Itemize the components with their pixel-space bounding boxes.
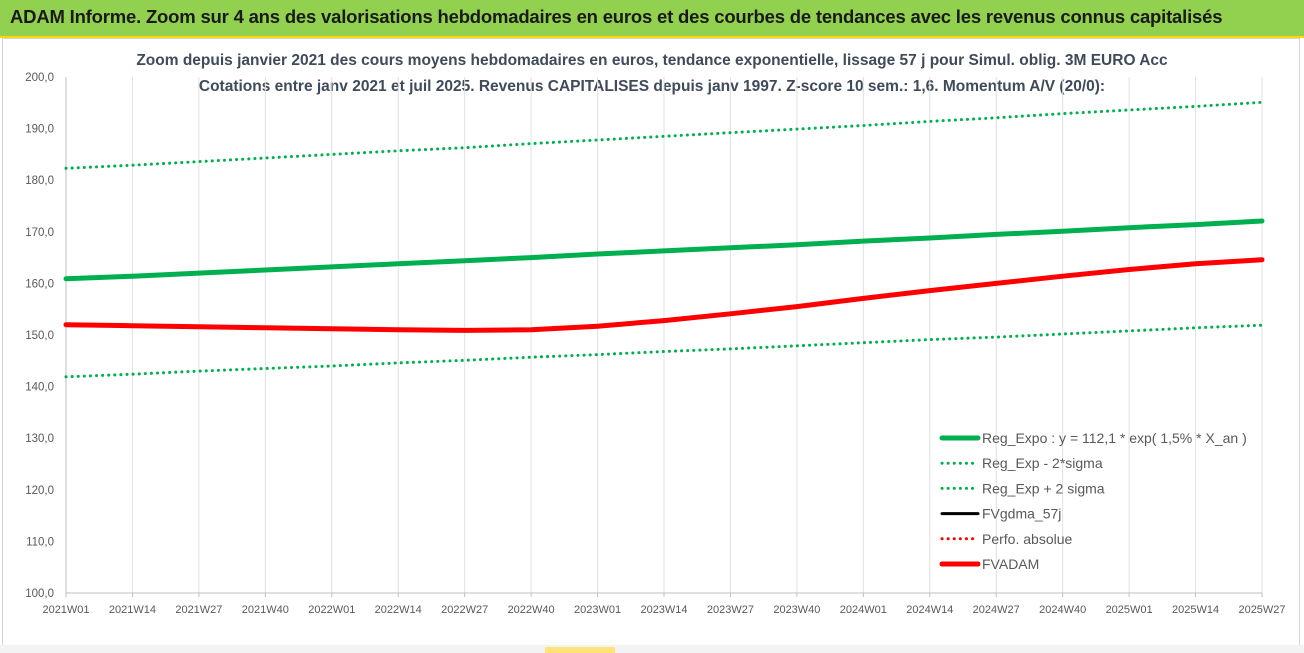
legend-label: FVADAM: [982, 556, 1039, 572]
x-tick-label: 2022W40: [508, 604, 555, 616]
x-tick-label: 2024W27: [973, 604, 1020, 616]
legend-label: Reg_Exp + 2 sigma: [982, 480, 1105, 496]
y-tick-label: 100,0: [25, 588, 54, 600]
chart-title: Zoom depuis janvier 2021 des cours moyen…: [136, 52, 1168, 69]
x-tick-label: 2025W14: [1172, 604, 1219, 616]
chart-frame: [2, 38, 1300, 648]
series-layer: [63, 100, 1265, 379]
y-tick-label: 110,0: [26, 536, 54, 548]
y-tick-label: 180,0: [25, 175, 54, 187]
bottom-band: [0, 645, 1304, 653]
y-tick-label: 170,0: [25, 227, 54, 239]
x-tick-label: 2024W01: [840, 604, 887, 616]
y-tick-label: 130,0: [25, 433, 54, 445]
x-tick-label: 2022W14: [375, 604, 422, 616]
y-tick-label: 120,0: [25, 485, 54, 497]
legend-label: Perfo. absolue: [982, 531, 1072, 547]
legend-label: FVgdma_57j: [982, 506, 1061, 522]
x-tick-label: 2025W27: [1238, 604, 1285, 616]
x-tick-label: 2021W27: [175, 604, 222, 616]
y-tick-label: 190,0: [25, 124, 54, 136]
x-tick-label: 2021W14: [109, 604, 156, 616]
legend-label: Reg_Expo : y = 112,1 * exp( 1,5% * X_an …: [982, 430, 1247, 446]
x-tick-label: 2023W40: [773, 604, 820, 616]
x-tick-label: 2021W01: [42, 604, 89, 616]
series-line-1: [64, 323, 1264, 379]
y-tick-label: 200,0: [25, 72, 54, 84]
y-tick-label: 140,0: [25, 382, 54, 394]
bottom-accent: [545, 647, 615, 653]
y-tick-label: 150,0: [25, 330, 54, 342]
legend-label: Reg_Exp - 2*sigma: [982, 455, 1103, 471]
series-line-2: [64, 100, 1264, 170]
x-tick-label: 2023W27: [707, 604, 754, 616]
x-tick-label: 2022W27: [441, 604, 488, 616]
banner-title: ADAM Informe. Zoom sur 4 ans des valoris…: [10, 6, 1223, 27]
x-tick-label: 2025W01: [1106, 604, 1153, 616]
series-line-5: [63, 257, 1265, 333]
x-tick-label: 2023W14: [640, 604, 687, 616]
y-tick-label: 160,0: [25, 278, 54, 290]
x-tick-label: 2024W14: [906, 604, 953, 616]
title-banner: ADAM Informe. Zoom sur 4 ans des valoris…: [0, 0, 1304, 38]
x-tick-label: 2022W01: [308, 604, 355, 616]
x-tick-label: 2024W40: [1039, 604, 1086, 616]
x-tick-label: 2021W40: [242, 604, 289, 616]
grid-layer: [131, 77, 1263, 593]
x-tick-label: 2023W01: [574, 604, 621, 616]
chart-subtitle: Cotations entre janv 2021 et juil 2025. …: [198, 78, 1106, 95]
axis-layer: 200,0 190,0 180,0 170,0 160,0 150,0 140,0 130,0…: [25, 72, 1285, 616]
legend-layer: Reg_Expo : y = 112,1 * exp( 1,5% * X_an …: [939, 430, 1247, 572]
